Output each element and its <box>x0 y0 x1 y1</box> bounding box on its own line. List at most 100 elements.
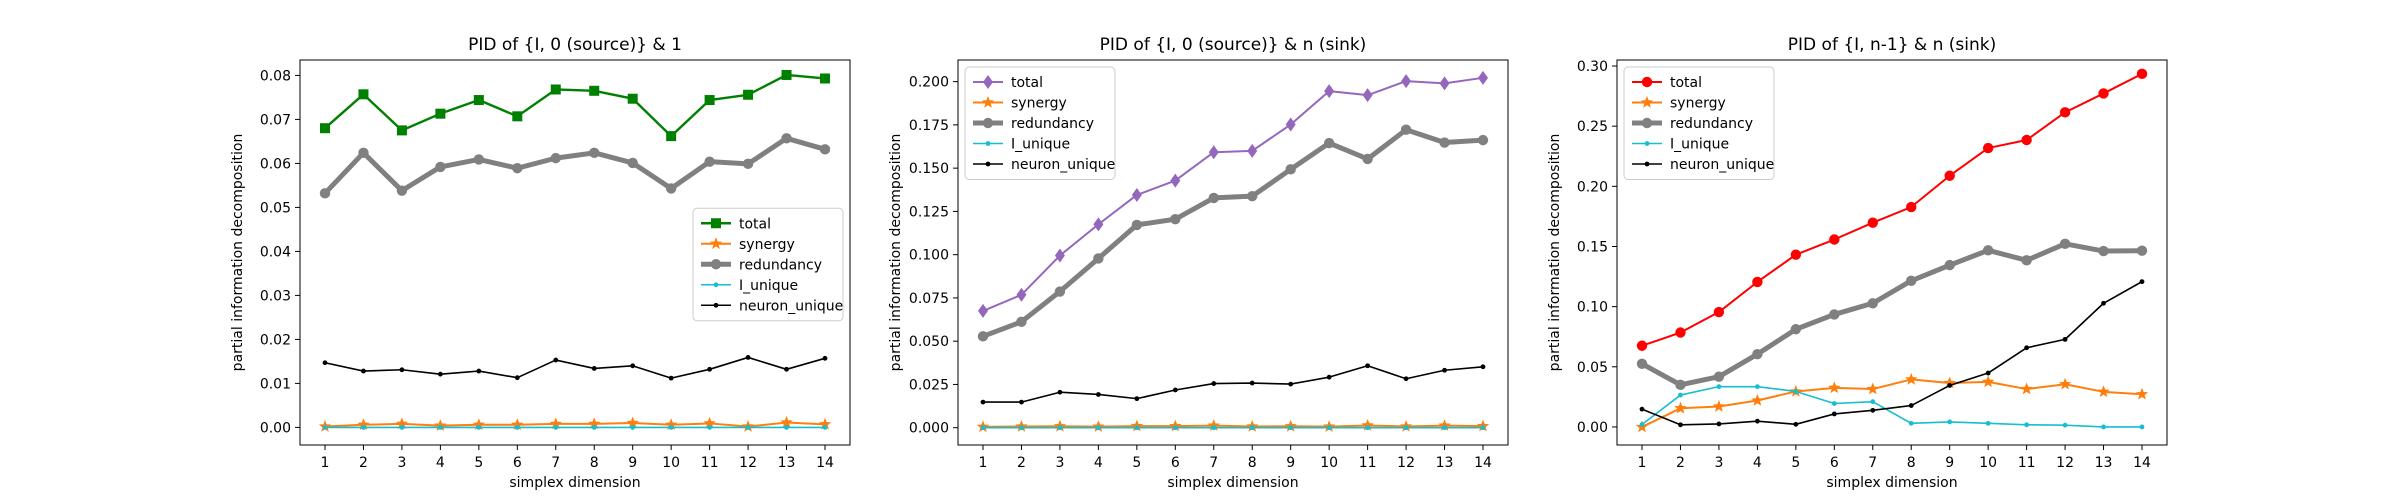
series-neuron_unique <box>1639 279 2145 428</box>
data-point-I_unique <box>476 425 482 430</box>
data-point-redundancy <box>1477 134 1489 146</box>
x-tick-label: 8 <box>1907 455 1916 471</box>
data-point-I_unique <box>399 425 405 430</box>
data-point-redundancy <box>1362 153 1373 165</box>
data-point-redundancy <box>781 133 792 144</box>
x-tick-label: 11 <box>2018 455 2036 471</box>
legend-label-total: total <box>1670 75 1702 91</box>
x-tick-label: 10 <box>662 455 680 471</box>
data-point-neuron_unique <box>1057 389 1063 395</box>
data-point-redundancy <box>1208 192 1219 204</box>
data-point-neuron_unique <box>1365 363 1371 369</box>
y-axis-label: partial information decomposition <box>888 134 904 372</box>
y-tick-label: 0.03 <box>260 288 291 304</box>
series-line-synergy <box>1641 378 2143 428</box>
legend-label-redundancy: redundancy <box>1011 116 1094 132</box>
series-line-redundancy <box>1640 241 2143 388</box>
data-point-I_unique <box>1365 425 1371 431</box>
x-axis-label: simplex dimension <box>1826 475 1957 491</box>
data-point-redundancy <box>819 144 831 155</box>
plot-frame <box>957 59 1509 446</box>
data-point-neuron_unique <box>476 368 482 374</box>
data-point-synergy <box>780 416 793 428</box>
data-point-total <box>781 69 792 80</box>
y-tick-label: 0.20 <box>1577 179 1608 195</box>
data-point-total <box>435 108 446 119</box>
data-point-neuron_unique <box>1095 392 1101 397</box>
plot-frame <box>1616 59 2168 446</box>
data-point-synergy <box>357 418 370 431</box>
data-point-synergy <box>2135 387 2149 400</box>
data-point-I_unique <box>1480 425 1486 431</box>
legend-label-I_unique: I_unique <box>1011 137 1070 153</box>
y-tick-label: 0.050 <box>909 334 949 350</box>
data-point-total <box>1208 145 1219 160</box>
legend-entry-synergy: synergy <box>701 237 795 253</box>
x-tick-label: 1 <box>321 455 330 471</box>
data-point-I_unique <box>1211 425 1217 431</box>
data-point-redundancy <box>2059 238 2071 250</box>
data-point-neuron_unique <box>1288 381 1294 387</box>
data-point-total <box>978 303 988 318</box>
x-tick-label: 6 <box>1830 455 1839 471</box>
legend-entry-redundancy: redundancy <box>701 257 822 273</box>
data-point-synergy <box>1866 382 1879 395</box>
x-tick-label: 13 <box>1436 455 1454 471</box>
data-point-redundancy <box>1713 371 1725 382</box>
legend-entry-total: total <box>1632 75 1702 91</box>
data-point-redundancy <box>2098 245 2109 257</box>
x-tick-label: 5 <box>474 455 483 471</box>
data-point-total <box>2021 134 2032 146</box>
y-tick-label: 0.000 <box>909 421 949 437</box>
data-point-neuron_unique <box>980 399 986 405</box>
data-point-I_unique <box>2062 422 2068 428</box>
data-point-neuron_unique <box>1870 407 1876 413</box>
data-point-total <box>1906 201 1917 213</box>
data-point-total <box>2059 107 2071 118</box>
data-point-I_unique <box>1442 425 1447 431</box>
legend-entry-synergy: synergy <box>1632 96 1726 112</box>
data-point-total <box>1285 117 1296 132</box>
plot-frame <box>299 59 851 446</box>
data-point-I_unique <box>1019 425 1024 431</box>
x-tick-label: 13 <box>778 455 796 471</box>
legend-entry-neuron_unique: neuron_unique <box>1632 157 1774 173</box>
y-tick-label: 0.07 <box>260 112 291 128</box>
data-point-redundancy <box>1093 253 1104 264</box>
data-point-I_unique <box>1288 425 1294 431</box>
legend-entry-I_unique: I_unique <box>1632 137 1729 153</box>
x-tick-label: 3 <box>1055 455 1064 471</box>
data-point-total <box>1713 306 1725 318</box>
x-tick-label: 14 <box>816 455 834 471</box>
data-point-synergy <box>472 418 486 431</box>
series-neuron_unique <box>980 363 1486 405</box>
data-point-I_unique <box>1947 419 1953 425</box>
data-point-total <box>1439 76 1450 91</box>
data-point-synergy <box>1943 376 1956 389</box>
x-tick-label: 8 <box>590 455 599 471</box>
x-tick-label: 9 <box>1286 455 1295 471</box>
data-point-redundancy <box>589 147 600 159</box>
data-point-neuron_unique <box>1678 422 1683 428</box>
chart-panel-2: PID of {I, 0 (source)} & n (sink) 0.000 0.… <box>888 35 1509 491</box>
data-point-I_unique <box>1639 422 1645 427</box>
legend-marker-I_unique <box>713 282 719 288</box>
legend-marker-neuron_unique <box>985 161 991 167</box>
data-point-I_unique <box>1057 425 1063 431</box>
series-line-neuron_unique <box>983 364 1484 403</box>
series-I_unique <box>980 425 1486 431</box>
data-point-redundancy <box>1867 298 1878 309</box>
x-tick-label: 11 <box>1359 455 1377 471</box>
x-tick-label: 3 <box>397 455 406 471</box>
x-tick-label: 1 <box>1638 455 1647 471</box>
legend-marker-synergy <box>1640 96 1654 108</box>
data-point-neuron_unique <box>1019 399 1024 405</box>
data-point-I_unique <box>1831 401 1837 406</box>
x-tick-label: 8 <box>1248 455 1257 471</box>
data-point-neuron_unique <box>630 363 636 369</box>
series-total <box>320 69 830 142</box>
data-point-neuron_unique <box>1831 411 1837 417</box>
data-point-redundancy <box>1285 164 1296 175</box>
data-point-I_unique <box>630 425 636 430</box>
chart-title: PID of {I, 0 (source)} & n (sink) <box>1100 35 1367 55</box>
